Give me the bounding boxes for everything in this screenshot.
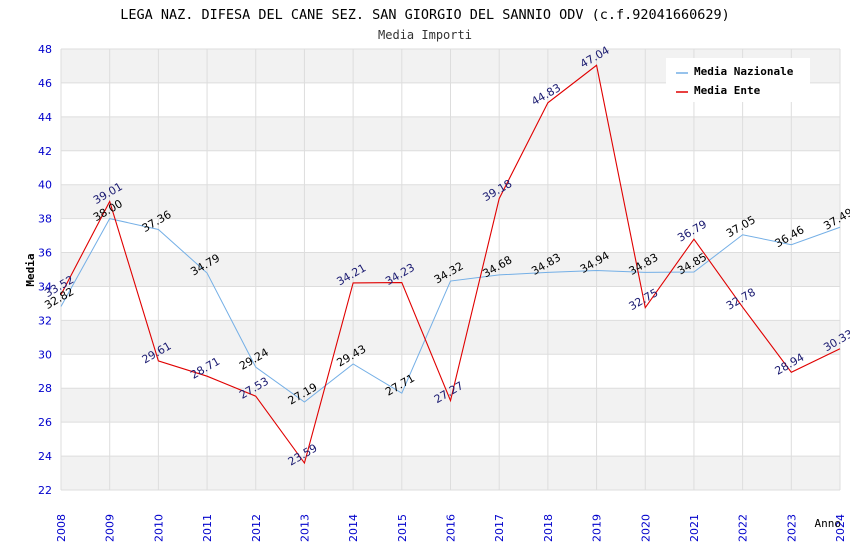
x-tick-label: 2014: [347, 514, 360, 542]
y-tick-label: 38: [38, 213, 52, 226]
x-tick-label: 2012: [250, 514, 263, 542]
x-tick-label: 2020: [639, 514, 652, 542]
y-axis-label: Media: [24, 253, 37, 286]
data-label: 36.46: [773, 223, 807, 250]
series-lines: [60, 64, 841, 465]
y-tick-label: 42: [38, 145, 52, 158]
legend: Media Nazionale Media Ente: [666, 58, 810, 102]
y-axis-ticks: 22 24 26 28 30 32 34 36 38 40 42 44 46 48: [38, 43, 52, 497]
x-tick-label: 2018: [542, 514, 555, 542]
y-tick-label: 26: [38, 416, 52, 429]
y-tick-label: 24: [38, 450, 52, 463]
x-tick-label: 2010: [152, 514, 165, 542]
x-tick-label: 2024: [834, 514, 847, 542]
x-tick-label: 2013: [298, 514, 311, 542]
data-label: 32.75: [627, 286, 661, 313]
y-tick-label: 34: [38, 280, 52, 293]
y-tick-label: 40: [38, 179, 52, 192]
y-tick-label: 30: [38, 348, 52, 361]
x-tick-label: 2008: [55, 514, 68, 542]
data-label: 36.79: [675, 218, 709, 245]
x-tick-label: 2011: [201, 514, 214, 542]
x-axis-ticks: 2008 2009 2010 2011 2012 2013 2014 2015 2016 2017…: [55, 514, 847, 542]
data-label: 32.78: [724, 286, 758, 313]
series-line-media-nazionale: [60, 218, 841, 403]
y-tick-label: 32: [38, 314, 52, 327]
y-tick-label: 22: [38, 484, 52, 497]
chart-subtitle: Media Importi: [378, 28, 472, 42]
legend-label-media-nazionale: Media Nazionale: [694, 65, 794, 78]
data-label: 28.71: [188, 355, 222, 382]
x-tick-label: 2009: [104, 514, 117, 542]
x-tick-label: 2023: [785, 514, 798, 542]
x-tick-label: 2019: [591, 514, 604, 542]
x-axis-label: Anno: [815, 517, 842, 530]
chart-title: LEGA NAZ. DIFESA DEL CANE SEZ. SAN GIORG…: [120, 7, 730, 23]
legend-label-media-ente: Media Ente: [694, 84, 761, 97]
y-tick-label: 44: [38, 111, 52, 124]
series-line-media-ente: [60, 64, 841, 465]
x-tick-label: 2016: [445, 514, 458, 542]
y-tick-label: 48: [38, 43, 52, 56]
x-tick-label: 2022: [737, 514, 750, 542]
legend-box: [666, 58, 810, 102]
x-tick-label: 2021: [688, 514, 701, 542]
y-tick-label: 28: [38, 382, 52, 395]
y-tick-label: 46: [38, 77, 52, 90]
data-label: 44.83: [529, 81, 563, 108]
x-tick-label: 2017: [493, 514, 506, 542]
x-tick-label: 2015: [396, 514, 409, 542]
y-tick-label: 36: [38, 247, 52, 260]
